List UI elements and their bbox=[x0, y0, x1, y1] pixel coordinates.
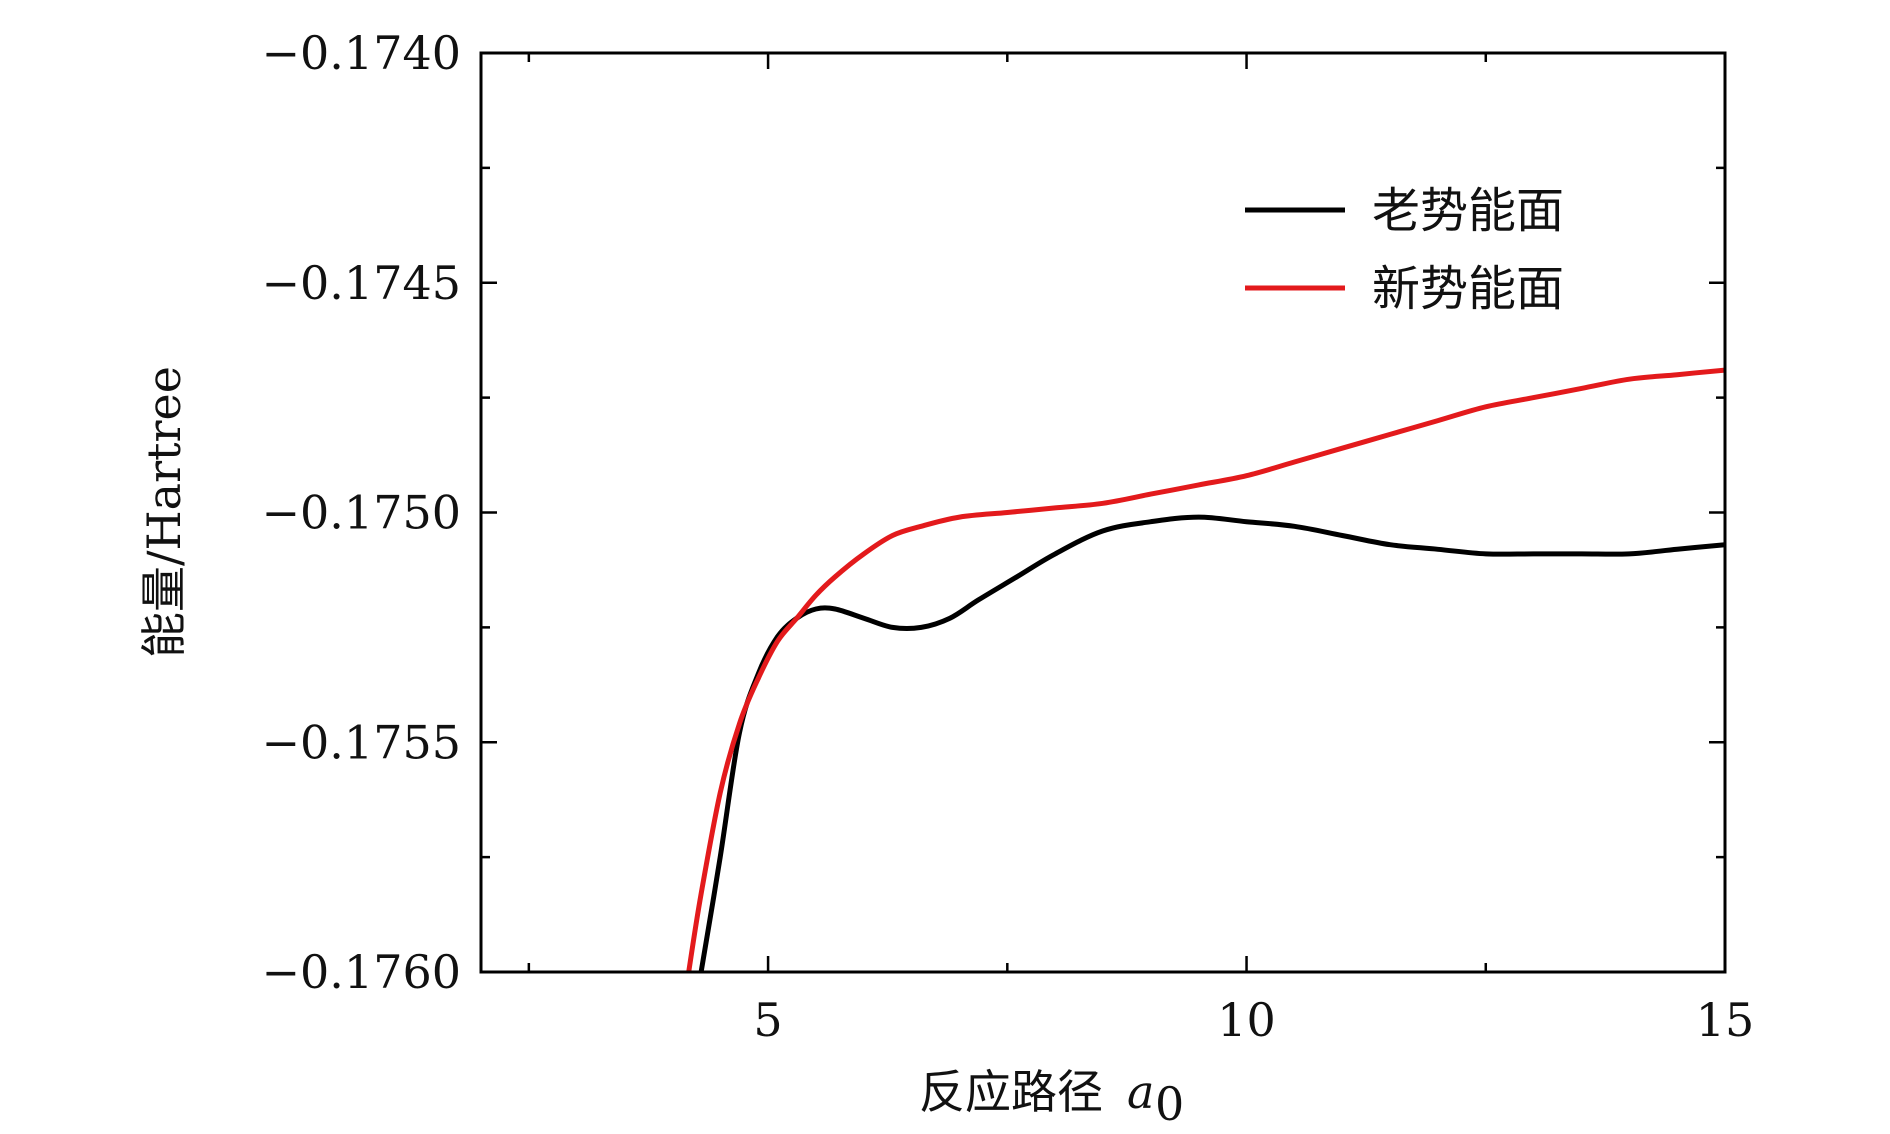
y-tick-label: −0.1745 bbox=[262, 256, 462, 310]
x-tick-label: 5 bbox=[753, 993, 782, 1047]
x-tick-label: 15 bbox=[1696, 993, 1755, 1047]
tick-labels-layer: 5 10 15 −0.1760 −0.1755 −0.1750 −0.1745 −0.1740 bbox=[262, 26, 1755, 1047]
y-tick-label: −0.1755 bbox=[262, 715, 462, 769]
series-line-1 bbox=[686, 367, 1725, 972]
y-tick-label: −0.1760 bbox=[262, 945, 462, 999]
x-axis-title: 反应路径 bbox=[919, 1065, 1103, 1119]
x-axis-unit: a bbox=[1127, 1065, 1154, 1119]
legend: 老势能面 新势能面 bbox=[1245, 183, 1564, 317]
legend-label-new: 新势能面 bbox=[1372, 261, 1564, 317]
y-axis-title: 能量/Hartree bbox=[137, 366, 191, 658]
y-tick-label: −0.1740 bbox=[262, 26, 462, 80]
x-tick-label: 10 bbox=[1217, 993, 1276, 1047]
x-axis-unit-subscript: 0 bbox=[1155, 1077, 1184, 1131]
legend-label-old: 老势能面 bbox=[1372, 183, 1564, 239]
ticks-layer bbox=[481, 51, 1727, 974]
y-tick-label: −0.1750 bbox=[262, 486, 462, 540]
series-line-0 bbox=[698, 514, 1725, 972]
series-layer bbox=[686, 367, 1725, 972]
